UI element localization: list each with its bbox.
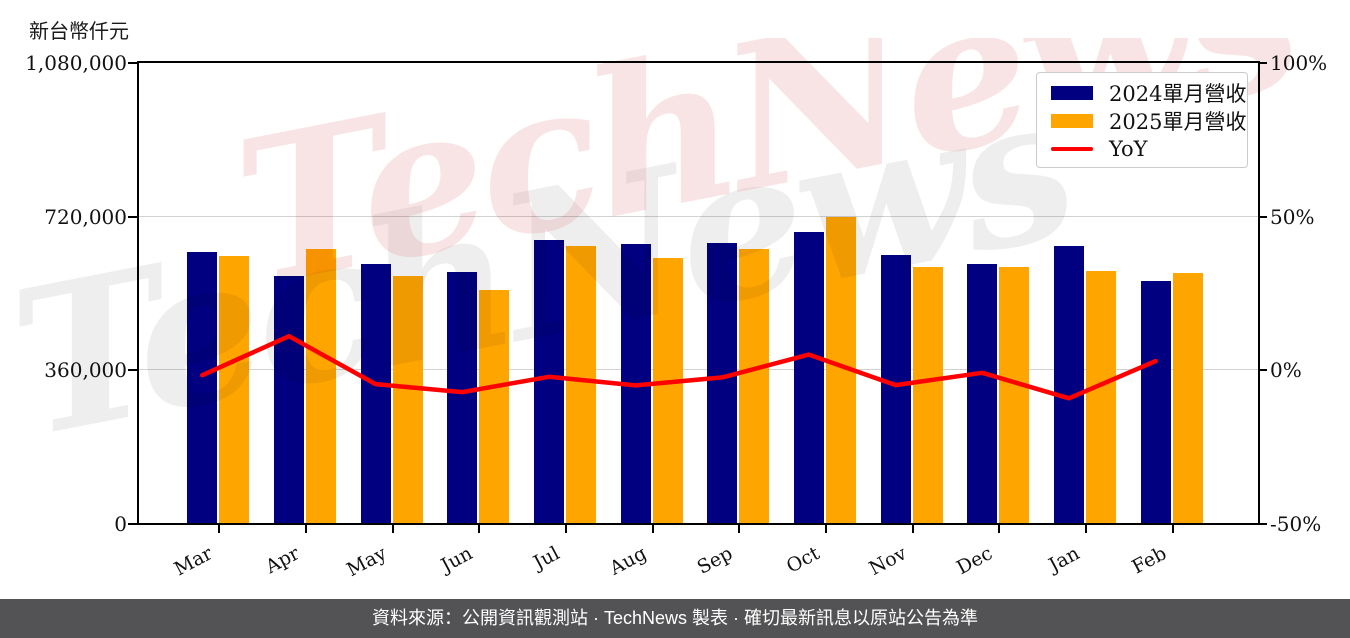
x-axis-tick-mark (738, 524, 741, 533)
bar-2025-mar (219, 256, 250, 523)
y-axis-right-tick-mark (1258, 215, 1267, 218)
footer-source-bar: 資料來源：公開資訊觀測站 · TechNews 製表 · 確切最新訊息以原站公告… (0, 599, 1350, 638)
y-axis-left-tick-label: 360,000 (44, 358, 127, 383)
y-axis-right-tick-mark (1258, 61, 1267, 64)
bar-2024-oct (793, 232, 824, 523)
y-axis-right-tick-label: -50% (1270, 512, 1322, 536)
bar-2024-feb (1140, 280, 1171, 523)
y-axis-right-tick-mark (1258, 369, 1267, 372)
y-axis-left-tick-mark (128, 62, 137, 64)
x-axis-tick-mark (824, 524, 827, 533)
legend-swatch-yoy-line (1051, 147, 1093, 151)
bar-2025-feb (1172, 273, 1203, 523)
x-axis-tick-mark (478, 524, 481, 533)
bar-2024-jan (1053, 245, 1084, 523)
x-axis-tick-mark (998, 524, 1001, 533)
bar-2024-may (360, 264, 391, 523)
bar-2024-nov (880, 254, 911, 523)
bar-2025-jul (565, 245, 596, 523)
bar-2025-jun (479, 289, 510, 523)
y-axis-right-tick-label: 100% (1270, 50, 1328, 75)
legend-label-2024: 2024單月營收 (1109, 82, 1247, 106)
legend-item-2025: 2025單月營收 (1037, 107, 1247, 135)
x-axis-tick-mark (564, 524, 567, 533)
legend: 2024單月營收 2025單月營收 YoY (1036, 72, 1248, 168)
bar-2025-jan (1085, 270, 1116, 523)
bar-2024-jun (447, 271, 478, 523)
x-axis-tick-mark (391, 524, 394, 533)
y-axis-right-tick-label: 0% (1270, 358, 1302, 383)
bar-2025-aug (652, 257, 683, 523)
x-axis-tick-mark (651, 524, 654, 533)
bar-2025-sep (739, 249, 770, 523)
bar-2024-dec (967, 264, 998, 523)
bar-2025-oct (825, 217, 856, 523)
y-axis-unit-label: 新台幣仟元 (29, 19, 129, 43)
legend-label-yoy: YoY (1109, 137, 1148, 161)
bar-2024-jul (533, 239, 564, 523)
x-axis-tick-mark (1171, 524, 1174, 533)
x-axis-tick-mark (305, 524, 307, 533)
y-axis-left-tick-mark (128, 369, 137, 372)
y-axis-right-tick-label: 50% (1270, 204, 1315, 229)
legend-item-yoy: YoY (1037, 135, 1247, 163)
legend-swatch-2024 (1051, 86, 1093, 100)
y-axis-right-tick-mark (1258, 523, 1267, 525)
bar-2025-nov (912, 267, 943, 523)
x-axis-tick-mark (911, 524, 914, 533)
y-axis-left-tick-label: 0 (114, 512, 127, 536)
y-axis-left-tick-mark (128, 215, 137, 218)
bar-2025-apr (306, 249, 336, 523)
y-axis-left-tick-mark (128, 523, 137, 525)
bar-2025-may (392, 275, 423, 523)
y-axis-left-tick-label: 720,000 (44, 204, 127, 229)
y-axis-left-tick-label: 1,080,000 (25, 51, 127, 75)
bar-2025-dec (999, 266, 1030, 523)
bar-2024-sep (707, 243, 738, 523)
x-axis-tick-mark (218, 524, 221, 533)
bar-2024-apr (274, 276, 304, 523)
gridline (139, 215, 1258, 217)
legend-swatch-2025 (1051, 114, 1093, 128)
legend-label-2025: 2025單月營收 (1109, 110, 1247, 134)
x-axis-tick-mark (1084, 524, 1087, 533)
legend-item-2024: 2024單月營收 (1037, 79, 1247, 107)
bar-2024-mar (187, 251, 218, 523)
bar-2024-aug (620, 243, 651, 523)
